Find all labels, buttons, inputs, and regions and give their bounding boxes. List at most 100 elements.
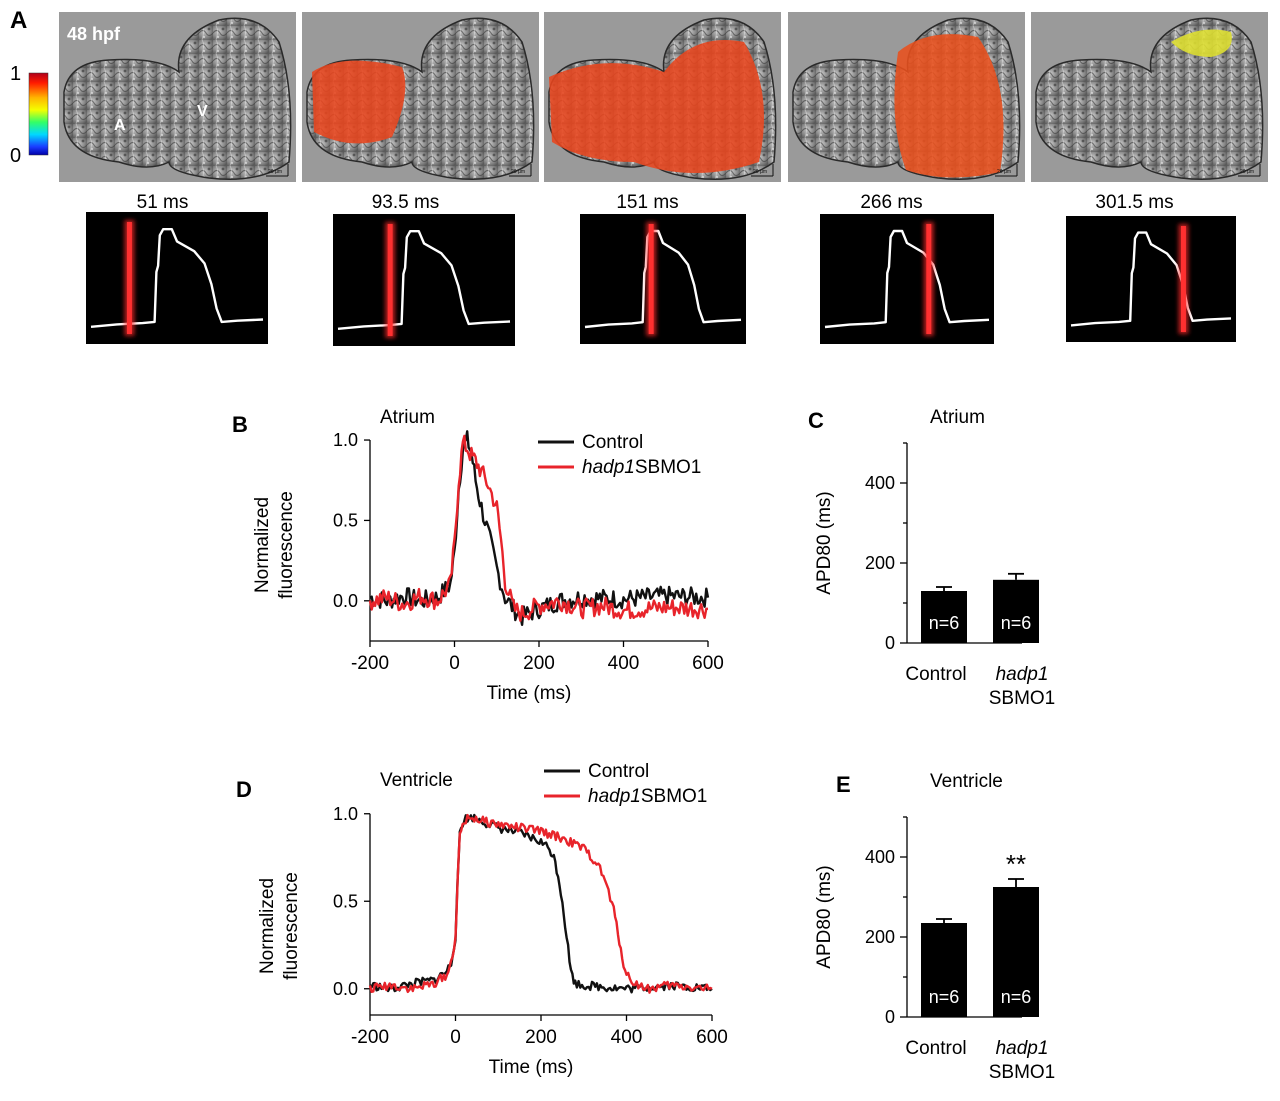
series-line <box>369 430 710 626</box>
y-tick-label: 1.0 <box>333 430 358 450</box>
y-tick-label: 0.5 <box>333 891 358 911</box>
trace-background <box>1066 216 1236 342</box>
category-label: Control <box>905 1038 966 1059</box>
x-tick-label: 200 <box>523 653 555 674</box>
chart-title: Ventricle <box>930 771 1003 792</box>
chart-title: Atrium <box>930 407 985 428</box>
legend-label: Control <box>582 432 643 453</box>
bar <box>921 923 967 1017</box>
scale-bar-label: 20 µm <box>997 169 1011 175</box>
ap-trace-line <box>90 228 264 328</box>
y-tick-label: 1.0 <box>333 804 358 824</box>
legend-label: hadp1SBMO1 <box>588 786 707 807</box>
ventricle-label: V <box>197 103 208 120</box>
panel-c: C Atrium 0 200 400 APD80 (ms) n=6 n=6 Control had… <box>808 407 1055 709</box>
x-tick-label: 400 <box>611 1027 643 1048</box>
trace-background <box>580 214 746 344</box>
panel-e: E Ventricle 0 200 400 APD80 (ms) n=6 n=6 ** Contr… <box>814 771 1055 1083</box>
atrium-label: A <box>114 117 126 134</box>
y-axis-label: Normalized fluorescence <box>257 872 302 980</box>
heart-frame: 20 µm <box>544 12 781 182</box>
chart-title: Ventricle <box>380 770 453 791</box>
trace-background <box>86 212 268 344</box>
bar <box>921 591 967 643</box>
calcium-heat-overlay <box>894 34 1004 178</box>
calcium-heat-overlay <box>312 60 406 144</box>
y-tick-label: 0 <box>885 633 895 653</box>
bar-n-label: n=6 <box>1001 613 1032 633</box>
chart-title: Atrium <box>380 407 435 428</box>
ap-trace-line <box>1070 231 1232 327</box>
bar-n-label: n=6 <box>1001 987 1032 1007</box>
colorbar-max-label: 1 <box>10 63 21 85</box>
ap-trace-line <box>584 229 742 329</box>
y-tick-label: 0.0 <box>333 979 358 999</box>
calcium-heat-overlay <box>549 40 764 173</box>
y-axis-label-line: Normalized <box>257 878 278 974</box>
bar <box>993 887 1039 1017</box>
ap-trace-panel <box>820 214 994 344</box>
frame-time-label: 301.5 ms <box>1095 192 1173 213</box>
x-tick-label: 600 <box>696 1027 728 1048</box>
colorbar-min-label: 0 <box>10 145 21 167</box>
y-axis-label: APD80 (ms) <box>814 491 835 594</box>
trace-background <box>333 214 515 346</box>
scale-bar-label: 20 µm <box>268 169 282 175</box>
panel-d: D Ventricle 0.0 0.5 1.0 -200 0 200 400 600 Time (m… <box>236 761 728 1078</box>
y-tick-label: 0.0 <box>333 591 358 611</box>
x-tick-label: 0 <box>449 653 460 674</box>
panel-letter: E <box>836 772 851 797</box>
frame-time-label: 51 ms <box>137 192 189 213</box>
scale-bar-label: 20 µm <box>753 169 767 175</box>
legend-label: Control <box>588 761 649 782</box>
category-label: SBMO1 <box>989 688 1056 709</box>
heart-frame: 20 µm 48 hpf A V <box>59 12 296 182</box>
scale-bar-label: 20 µm <box>511 169 525 175</box>
time-marker <box>926 224 932 334</box>
significance-marker: ** <box>1006 849 1026 879</box>
time-marker <box>387 224 393 336</box>
panel-letter: C <box>808 408 824 433</box>
panel-a: A 1 0 20 µm 48 hpf A V 51 ms 20 µm 93.5 ms 20 µ… <box>10 7 1268 346</box>
bar-n-label: n=6 <box>929 613 960 633</box>
category-label: Control <box>905 664 966 685</box>
y-tick-label: 400 <box>865 847 895 867</box>
heart-frame: 20 µm <box>1031 12 1268 182</box>
ap-trace-panel <box>1066 216 1236 342</box>
panel-letter: D <box>236 777 252 802</box>
y-tick-label: 200 <box>865 553 895 573</box>
x-tick-label: -200 <box>351 653 389 674</box>
ap-trace-panel <box>86 212 268 344</box>
x-tick-label: 0 <box>450 1027 461 1048</box>
category-label-italic: hadp1 <box>996 1038 1049 1059</box>
legend-label-rest: SBMO1 <box>635 457 702 478</box>
y-tick-label: 400 <box>865 473 895 493</box>
time-marker <box>1180 226 1186 332</box>
series-line <box>368 434 708 622</box>
y-axis-label: Normalized fluorescence <box>252 491 297 599</box>
heart-tissue <box>1035 17 1264 181</box>
heart-tissue <box>63 17 292 181</box>
panel-b: B Atrium 0.0 0.5 1.0 -200 0 200 400 600 Time (ms) N… <box>232 407 724 704</box>
series-line <box>368 813 713 994</box>
legend-label-italic: hadp1 <box>582 457 635 478</box>
frame-time-label: 93.5 ms <box>372 192 440 213</box>
trace-background <box>820 214 994 344</box>
frame-time-label: 151 ms <box>616 192 678 213</box>
scale-bar-label: 20 µm <box>1240 169 1254 175</box>
y-axis-label-line: fluorescence <box>276 491 297 599</box>
legend-label-italic: hadp1 <box>588 786 641 807</box>
y-tick-label: 200 <box>865 927 895 947</box>
heart-frame: 20 µm <box>302 12 539 182</box>
frame-time-label: 266 ms <box>860 192 922 213</box>
legend-label-rest: SBMO1 <box>641 786 708 807</box>
heart-frame: 20 µm <box>788 12 1025 182</box>
ap-trace-panel <box>333 214 515 346</box>
time-marker <box>126 222 132 334</box>
panel-letter: B <box>232 412 248 437</box>
ap-trace-line <box>337 230 511 330</box>
ap-trace-panel <box>580 214 746 344</box>
x-tick-label: 400 <box>608 653 640 674</box>
x-tick-label: 600 <box>692 653 724 674</box>
